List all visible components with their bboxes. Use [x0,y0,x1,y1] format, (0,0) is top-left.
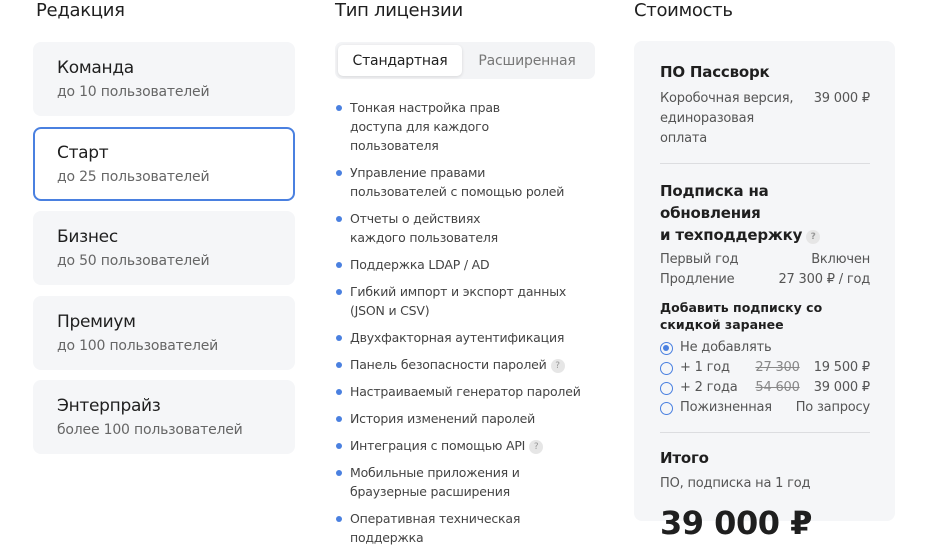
edition-users: до 10 пользователей [57,84,210,100]
old-price: 27 300 [755,360,800,375]
feature-list: Тонкая настройка прав доступа для каждог… [335,98,595,555]
cost-panel: ПО Пассворк Коробочная версия, единоразо… [634,41,895,542]
feature-item: Отчеты о действиях каждого пользователя [335,209,535,247]
total-price: 39 000 ₽ [660,504,812,542]
radio-button[interactable] [660,401,673,415]
total-title: Итого [660,449,709,467]
feature-item: Интеграция с помощью API? [335,436,595,455]
radio-button[interactable] [660,381,673,395]
license-type-tabs: Стандартная Расширенная [335,42,595,79]
addon-title: Добавить подписку со скидкой заранее [660,300,823,332]
edition-title: Старт [57,143,109,163]
software-label: Коробочная версия, единоразовая оплата [660,91,794,146]
license-heading: Тип лицензии [335,0,463,21]
feature-item: Панель безопасности паролей? [335,355,595,374]
edition-users: до 25 пользователей [57,169,210,185]
feature-item: Гибкий импорт и экспорт данных (JSON и C… [335,282,585,320]
feature-item: Настраиваемый генератор паролей [335,382,595,401]
cost-heading: Стоимость [634,0,733,21]
help-icon[interactable]: ? [806,230,821,244]
edition-users: до 50 пользователей [57,253,210,269]
edition-users: более 100 пользователей [57,422,243,438]
edition-title: Команда [57,58,134,78]
feature-label: Панель безопасности паролей [350,357,547,372]
option-price: 39 000 ₽ [813,380,870,395]
edition-card-start[interactable]: Старт до 25 пользователей [33,127,295,201]
edition-card-enterprise[interactable]: Энтерпрайз более 100 пользователей [33,380,295,454]
old-price: 54 600 [755,380,800,395]
edition-heading: Редакция [36,0,125,21]
feature-item: Мобильные приложения и браузерные расшир… [335,463,575,501]
edition-card-premium[interactable]: Премиум до 100 пользователей [33,296,295,370]
option-price: По запросу [795,400,870,415]
radio-2-years[interactable]: + 2 года 54 600 39 000 ₽ [660,378,870,398]
feature-item: Тонкая настройка прав доступа для каждог… [335,98,555,155]
help-icon[interactable]: ? [529,440,544,454]
first-year-label: Первый год [660,252,739,267]
edition-users: до 100 пользователей [57,338,219,354]
divider [660,432,870,433]
radio-none[interactable]: Не добавлять [660,338,870,358]
subscription-title-line2: и техподдержку [660,226,803,244]
renewal-label: Продление [660,272,735,287]
radio-1-year[interactable]: + 1 год 27 300 19 500 ₽ [660,358,870,378]
total-sub: ПО, подписка на 1 год [660,476,811,491]
software-title: ПО Пассворк [660,63,770,81]
option-label: Пожизненная [680,400,772,415]
radio-lifetime[interactable]: Пожизненная По запросу [660,398,870,418]
feature-item: Управление правами пользователей с помощ… [335,163,575,201]
radio-button[interactable] [660,361,673,375]
divider [660,163,870,164]
radio-button-checked[interactable] [660,341,673,355]
software-price: 39 000 ₽ [813,91,870,106]
feature-label: Интеграция с помощью API [350,438,526,453]
tab-standard[interactable]: Стандартная [338,45,462,76]
option-label: Не добавлять [680,340,772,355]
help-icon[interactable]: ? [550,359,565,373]
renewal-value: 27 300 ₽ / год [778,272,870,287]
feature-item: Двухфакторная аутентификация [335,328,595,347]
option-label: + 1 год [680,360,730,375]
edition-title: Премиум [57,312,136,332]
subscription-title-line1: Подписка на обновления [660,182,769,222]
first-year-value: Включен [811,252,870,267]
option-label: + 2 года [680,380,738,395]
edition-card-komanda[interactable]: Команда до 10 пользователей [33,42,295,116]
option-price: 19 500 ₽ [813,360,870,375]
tab-extended[interactable]: Расширенная [478,52,576,69]
edition-card-biznes[interactable]: Бизнес до 50 пользователей [33,211,295,285]
feature-item: Поддержка LDAP / AD [335,255,595,274]
feature-item: Оперативная техническая поддержка [335,509,595,547]
feature-item: История изменений паролей [335,409,595,428]
subscription-title: Подписка на обновления и техподдержку? [660,180,870,246]
edition-title: Бизнес [57,227,118,247]
edition-title: Энтерпрайз [57,396,161,416]
